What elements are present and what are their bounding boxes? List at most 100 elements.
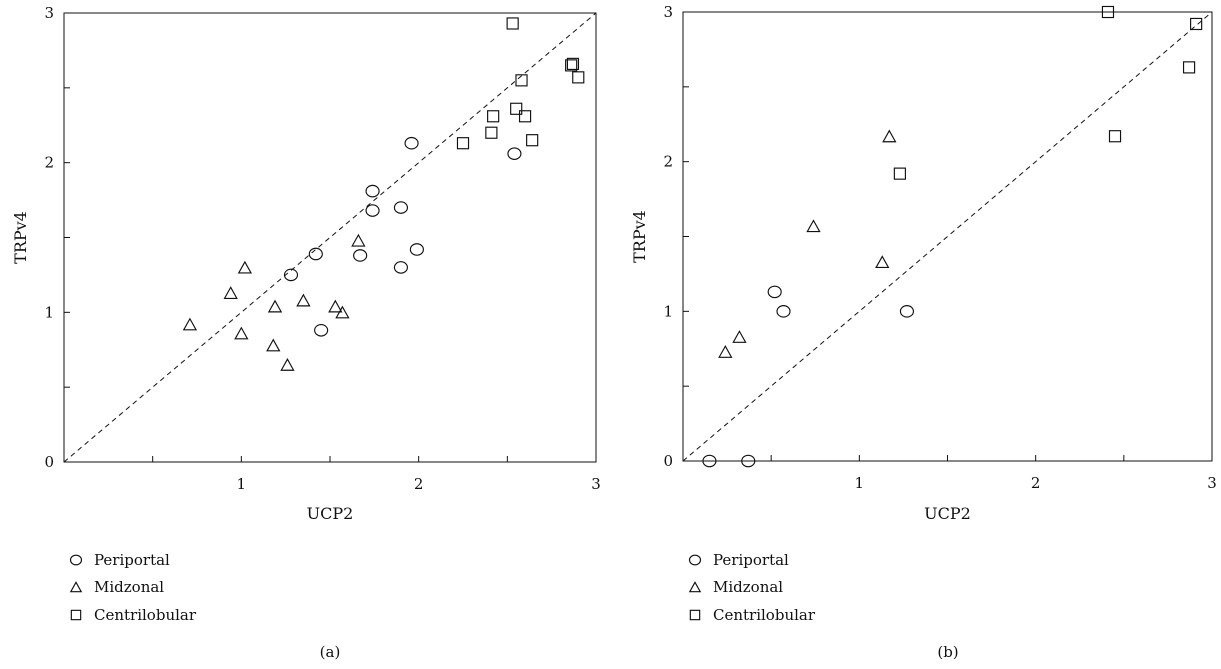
midzonal-point xyxy=(875,255,890,269)
x-tick-label: 2 xyxy=(1031,474,1041,492)
legend-item-centrilobular: Centrilobular xyxy=(70,606,197,624)
midzonal-point xyxy=(266,338,281,352)
identity-reference-line xyxy=(63,12,597,463)
midzonal-point xyxy=(806,219,821,233)
y-tick-label: 2 xyxy=(44,154,54,172)
midzonal-point xyxy=(280,358,295,371)
square-marker-icon xyxy=(70,609,82,621)
y-tick-label: 1 xyxy=(44,303,54,321)
periportal-point xyxy=(314,323,329,337)
axis-ticks xyxy=(64,87,508,462)
panel-a: 1 2 3 0 1 2 3 UCP2 TRPv4 Periportal Midzonal C… xyxy=(11,4,601,661)
periportal-point xyxy=(365,204,380,217)
periportal-point xyxy=(283,268,299,282)
legend-label: Midzonal xyxy=(713,578,783,596)
legend: Periportal Midzonal Centrilobular xyxy=(688,551,816,624)
y-tick-label: 3 xyxy=(44,4,54,22)
periportal-point xyxy=(767,285,782,299)
x-tick-label: 3 xyxy=(1207,474,1217,492)
periportal-point xyxy=(899,305,915,318)
circle-marker-icon xyxy=(688,554,702,566)
legend-item-centrilobular: Centrilobular xyxy=(689,606,816,624)
periportal-point xyxy=(409,243,424,256)
panel-caption: (a) xyxy=(320,643,341,661)
y-tick-label: 1 xyxy=(663,302,673,320)
periportal-point xyxy=(776,305,791,318)
midzonal-point xyxy=(328,299,343,313)
tick-labels: 1 2 3 0 1 2 3 xyxy=(663,3,1216,492)
data-points xyxy=(702,5,1203,468)
midzonal-point xyxy=(223,286,238,299)
y-axis-label: TRPv4 xyxy=(11,211,30,264)
midzonal-point xyxy=(234,326,249,340)
x-tick-label: 1 xyxy=(855,474,865,492)
legend-item-periportal: Periportal xyxy=(688,551,789,569)
triangle-marker-icon xyxy=(69,581,83,593)
periportal-point xyxy=(365,184,380,198)
centrilobular-point xyxy=(1190,17,1203,31)
midzonal-point xyxy=(718,345,733,358)
midzonal-point xyxy=(335,305,350,319)
centrilobular-point xyxy=(515,74,528,87)
centrilobular-point xyxy=(565,59,578,72)
legend-label: Periportal xyxy=(713,551,789,569)
legend-label: Centrilobular xyxy=(94,606,197,624)
legend-label: Centrilobular xyxy=(713,606,816,624)
midzonal-point xyxy=(351,233,366,247)
y-tick-label: 0 xyxy=(663,452,673,470)
periportal-point xyxy=(308,247,323,261)
periportal-point xyxy=(702,454,717,468)
centrilobular-point xyxy=(1182,61,1196,74)
centrilobular-point xyxy=(526,134,539,147)
x-tick-label: 1 xyxy=(237,475,247,493)
centrilobular-point xyxy=(893,167,906,180)
periportal-point xyxy=(393,261,409,274)
legend-item-periportal: Periportal xyxy=(69,551,170,569)
panel-caption: (b) xyxy=(937,643,958,661)
panel-b: 1 2 3 0 1 2 3 UCP2 TRPv4 Periportal Midzonal C… xyxy=(630,3,1217,661)
midzonal-point xyxy=(237,260,253,274)
legend-label: Midzonal xyxy=(94,578,164,596)
triangle-marker-icon xyxy=(688,581,702,593)
midzonal-point xyxy=(882,129,897,143)
centrilobular-point xyxy=(518,110,532,123)
centrilobular-point xyxy=(1108,130,1122,143)
legend-item-midzonal: Midzonal xyxy=(688,578,783,596)
periportal-point xyxy=(393,201,409,214)
circle-marker-icon xyxy=(69,554,83,566)
x-tick-label: 3 xyxy=(591,475,601,493)
y-tick-label: 3 xyxy=(663,3,673,21)
x-axis-label: UCP2 xyxy=(924,504,971,523)
midzonal-point xyxy=(182,317,198,331)
legend: Periportal Midzonal Centrilobular xyxy=(69,551,197,624)
identity-reference-line xyxy=(682,11,1213,462)
centrilobular-point xyxy=(510,102,523,115)
periportal-point xyxy=(404,136,419,150)
axis-ticks xyxy=(683,86,1125,461)
y-tick-label: 0 xyxy=(44,453,54,471)
centrilobular-point xyxy=(566,57,580,70)
tick-labels: 1 2 3 0 1 2 3 xyxy=(44,4,600,493)
centrilobular-point xyxy=(456,137,470,150)
x-axis-label: UCP2 xyxy=(307,504,354,523)
x-tick-label: 2 xyxy=(414,475,424,493)
y-axis-label: TRPv4 xyxy=(630,210,649,263)
midzonal-point xyxy=(267,299,283,313)
centrilobular-point xyxy=(1101,5,1115,19)
legend-label: Periportal xyxy=(94,551,170,569)
y-tick-label: 2 xyxy=(663,153,673,171)
centrilobular-point xyxy=(572,71,585,84)
periportal-point xyxy=(741,454,756,468)
data-points xyxy=(182,17,585,371)
legend-item-midzonal: Midzonal xyxy=(69,578,164,596)
square-marker-icon xyxy=(689,609,701,621)
midzonal-point xyxy=(732,330,747,343)
midzonal-point xyxy=(296,293,311,307)
periportal-point xyxy=(353,249,368,262)
centrilobular-point xyxy=(506,17,519,30)
centrilobular-point xyxy=(485,126,498,139)
periportal-point xyxy=(507,147,522,160)
centrilobular-point xyxy=(487,110,500,123)
